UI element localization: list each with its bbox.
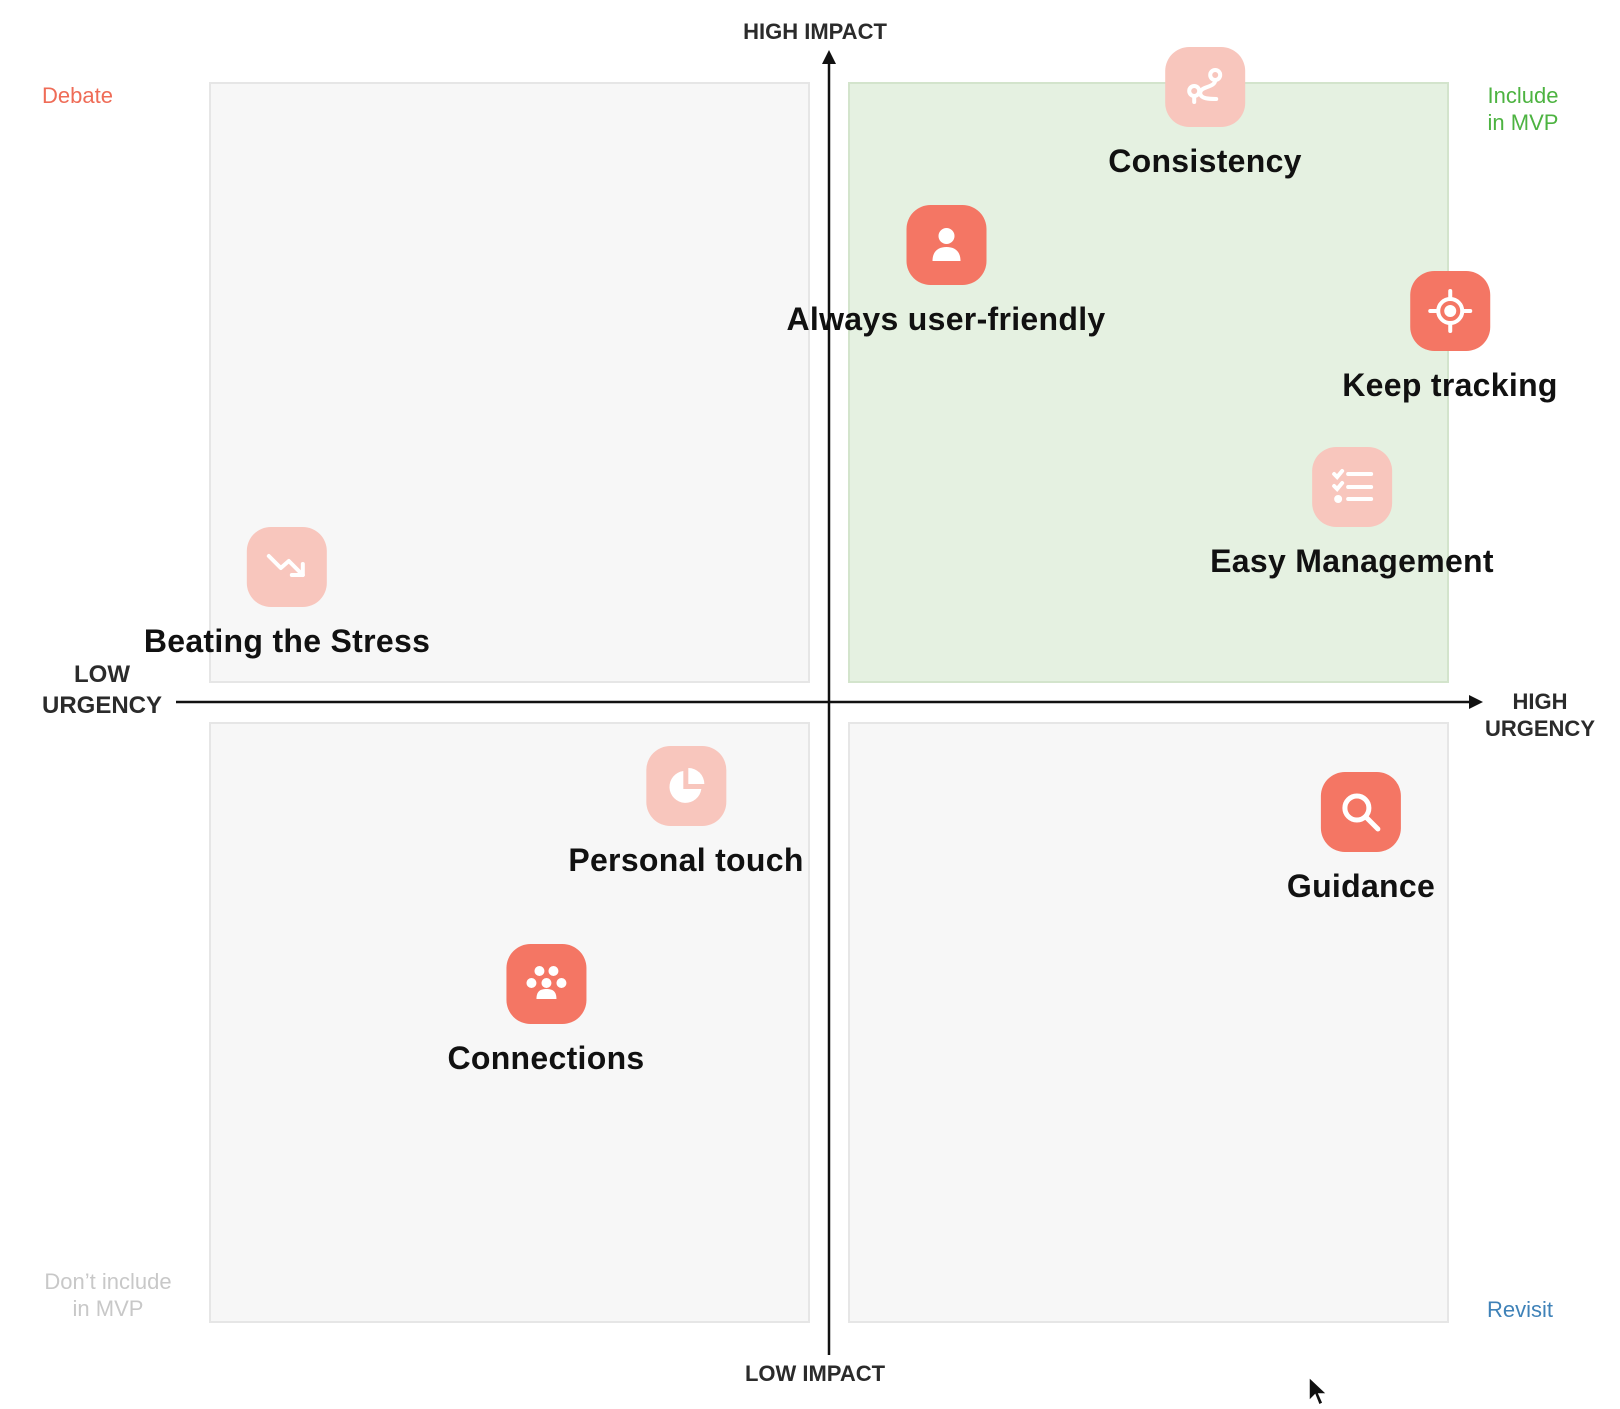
quadrant-label-debate: Debate <box>42 83 113 108</box>
feature-label: Keep tracking <box>1342 367 1558 403</box>
vertical-axis-arrow <box>822 50 836 64</box>
feature-consistency[interactable]: Consistency <box>1108 47 1302 180</box>
feature-label: Personal touch <box>568 842 804 878</box>
target-icon <box>1410 271 1490 351</box>
quadrant-include-in-mvp <box>848 82 1449 683</box>
feature-label: Consistency <box>1108 143 1302 179</box>
feature-connections[interactable]: Connections <box>447 944 644 1077</box>
feature-easy-management[interactable]: Easy Management <box>1210 447 1494 580</box>
axis-label-high-impact: HIGH IMPACT <box>743 19 887 44</box>
feature-always-user-friendly[interactable]: Always user-friendly <box>787 205 1106 338</box>
feature-beating-the-stress[interactable]: Beating the Stress <box>144 527 430 660</box>
feature-keep-tracking[interactable]: Keep tracking <box>1342 271 1558 404</box>
axis-label-low-urgency: LOW URGENCY <box>41 661 162 719</box>
axis-label-low-impact: LOW IMPACT <box>744 1361 886 1386</box>
feature-label: Easy Management <box>1210 543 1494 579</box>
user-icon <box>906 205 986 285</box>
feature-label: Guidance <box>1286 868 1436 904</box>
checklist-icon <box>1312 447 1392 527</box>
axis-label-high-urgency: HIGH URGENCY <box>1484 689 1595 741</box>
quadrant-label-include: Include in MVP <box>1487 83 1559 135</box>
mouse-cursor-icon <box>1308 1375 1329 1407</box>
quadrant-label-revisit: Revisit <box>1486 1297 1553 1322</box>
group-icon <box>506 944 586 1024</box>
horizontal-axis-arrow <box>1469 695 1483 709</box>
feature-label: Connections <box>447 1040 645 1076</box>
feature-label: Always user-friendly <box>786 301 1106 337</box>
search-icon <box>1321 772 1401 852</box>
pie-chart-icon <box>645 746 726 826</box>
quadrant-label-dont-include: Don’t include in MVP <box>44 1269 172 1321</box>
feature-label: Beating the Stress <box>143 623 431 659</box>
feature-personal-touch[interactable]: Personal touch <box>568 746 803 879</box>
route-icon <box>1165 47 1245 127</box>
feature-guidance[interactable]: Guidance <box>1287 772 1435 905</box>
trend-down-icon <box>247 527 327 607</box>
